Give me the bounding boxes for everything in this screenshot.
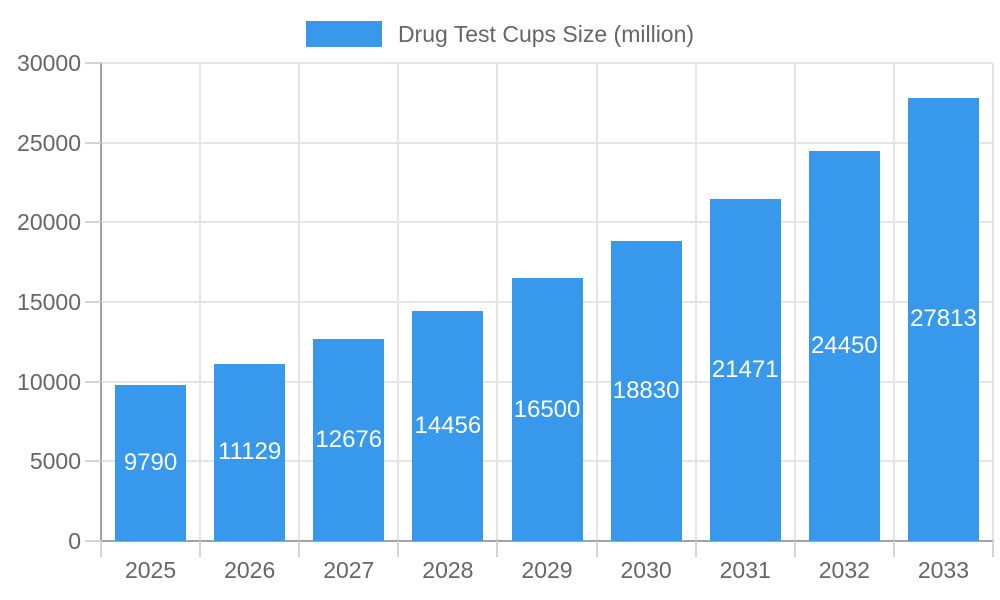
x-axis-tick [892,541,895,557]
gridline-horizontal [101,62,993,64]
y-axis-tick [85,221,101,224]
gridline-vertical [694,63,697,541]
bar-2030[interactable]: 18830 [610,240,682,541]
bar-2031[interactable]: 21471 [709,198,781,541]
bar-value-label: 14456 [414,411,482,439]
gridline-vertical [992,63,994,541]
x-tick-label: 2029 [521,557,573,583]
x-axis-tick [199,541,202,557]
bar-value-label: 18830 [612,376,680,404]
x-axis-tick [595,541,598,557]
legend-swatch [305,21,382,47]
y-tick-label: 15000 [17,289,81,315]
y-tick-label: 30000 [17,50,81,76]
gridline-vertical [397,63,400,541]
x-tick-label: 2033 [917,557,970,583]
gridline-vertical [892,63,895,541]
gridline-vertical [595,63,598,541]
y-axis-tick [85,460,101,463]
y-tick-label: 10000 [17,368,81,395]
gridline-vertical [793,63,796,541]
y-axis-tick [85,540,101,542]
bar-2033[interactable]: 27813 [907,97,979,541]
bar-value-label: 24450 [810,332,878,360]
x-tick-label: 2027 [323,557,375,583]
bar-2032[interactable]: 24450 [808,151,880,541]
bar-value-label: 21471 [711,355,779,383]
x-axis-line [101,540,993,542]
y-tick-label: 5000 [29,448,81,475]
x-axis-tick [694,541,697,557]
gridline-horizontal [101,221,993,224]
x-tick-label: 2028 [422,557,474,583]
y-axis-line [100,63,102,541]
x-tick-label: 2026 [224,557,276,583]
gridline-vertical [199,63,202,541]
x-tick-label: 2031 [719,557,771,583]
y-axis-tick [85,380,101,383]
plot-area: 9790 11129 12676 14456 16500 18830 21471 24450 2… [100,62,994,542]
x-tick-label: 2032 [818,557,870,583]
x-axis-tick [100,541,102,557]
x-axis-tick [793,541,796,557]
bar-2026[interactable]: 11129 [214,363,286,541]
x-tick-label: 2030 [620,557,672,583]
bar-2027[interactable]: 12676 [313,339,385,541]
bar-value-label: 16500 [513,395,581,423]
y-axis-tick [85,301,101,303]
y-axis-tick [85,141,101,144]
y-tick-label: 20000 [17,209,81,236]
x-axis-tick [496,541,499,557]
gridline-vertical [298,63,301,541]
x-tick-label: 2025 [124,557,177,583]
bar-value-label: 9790 [123,448,178,476]
y-tick-label: 0 [68,528,81,554]
x-axis-tick [397,541,400,557]
bar-value-label: 12676 [315,426,383,453]
gridline-horizontal [101,141,993,144]
bar-2029[interactable]: 16500 [511,278,583,541]
bar-2028[interactable]: 14456 [412,310,484,541]
legend-label: Drug Test Cups Size (million) [397,20,695,47]
y-axis-tick [85,62,101,64]
y-tick-label: 25000 [17,129,81,156]
bar-value-label: 27813 [910,305,977,333]
legend[interactable]: Drug Test Cups Size (million) [0,18,1000,50]
x-axis-tick [298,541,301,557]
gridline-vertical [496,63,499,541]
bar-2025[interactable]: 9790 [115,385,187,541]
bar-value-label: 11129 [218,438,282,466]
x-axis-tick [992,541,994,557]
